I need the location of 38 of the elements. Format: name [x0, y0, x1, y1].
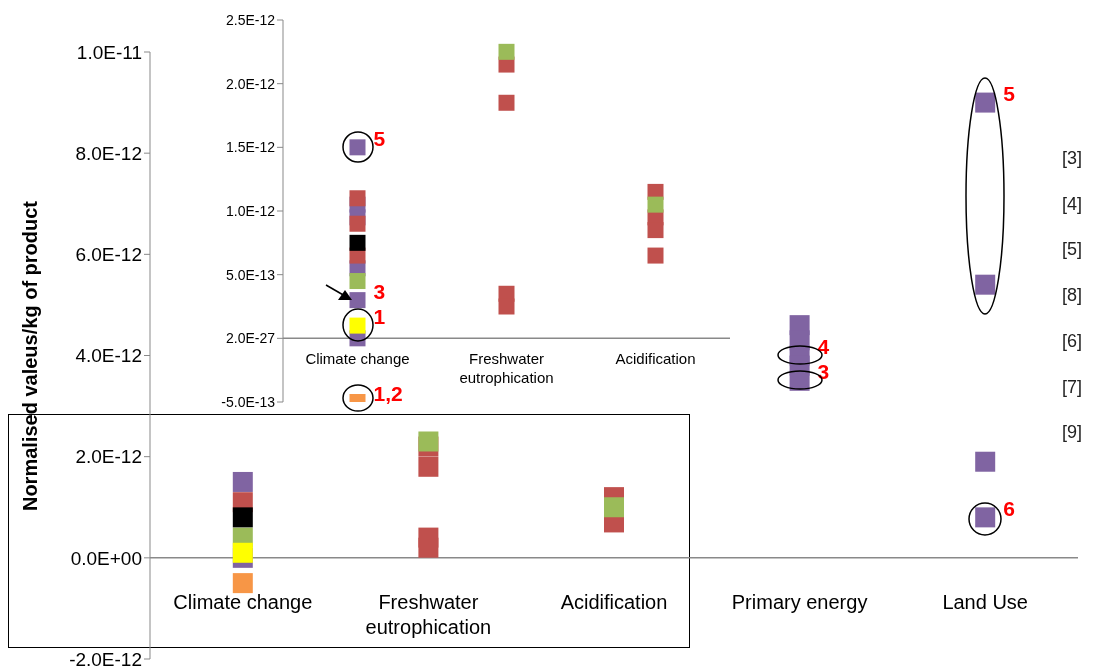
annotation: 3	[373, 279, 386, 303]
annotation: [9]	[1062, 422, 1083, 443]
y-tick-label: 1.0E-11	[76, 41, 142, 63]
annotation: 4	[817, 335, 830, 358]
y-tick-label: 1.5E-12	[225, 139, 276, 156]
x-tick-label: Freshwater eutrophication	[459, 350, 554, 386]
annotation: [8]	[1062, 285, 1083, 306]
y-tick-label: 2.5E-12	[225, 11, 276, 28]
annotation: 6	[1003, 497, 1015, 521]
annotation: 1	[373, 305, 386, 329]
y-tick-label: -5.0E-13	[221, 393, 276, 410]
y-tick-label: 4.0E-12	[75, 345, 142, 367]
x-tick-label: Climate change	[305, 350, 410, 368]
y-tick-label: 0.0E+00	[70, 547, 142, 569]
annotation: [6]	[1062, 330, 1083, 351]
y-axis-title: Normalised valeus/kg of product	[18, 200, 42, 512]
x-tick-label: Climate change	[173, 590, 313, 613]
y-tick-label: 8.0E-12	[75, 142, 142, 164]
annotation: [3]	[1062, 148, 1083, 168]
annotation: [7]	[1062, 376, 1083, 397]
x-tick-label: Primary energy	[731, 590, 868, 613]
y-tick-label: 2.0E-27	[225, 330, 276, 347]
y-tick-label: 6.0E-12	[75, 244, 142, 266]
annotation: 1,2	[373, 382, 403, 405]
annotation: [4]	[1062, 193, 1083, 214]
annotation: 3	[817, 360, 830, 384]
annotation: 5	[373, 126, 386, 150]
annotation: [5]	[1062, 239, 1083, 260]
x-tick-label: Acidification	[615, 350, 696, 368]
y-tick-label: -2.0E-12	[69, 648, 142, 670]
y-tick-label: 5.0E-13	[225, 266, 276, 283]
x-tick-label: Land Use	[942, 590, 1029, 613]
annotation: 5	[1003, 81, 1016, 105]
y-tick-label: 2.0E-12	[75, 446, 142, 468]
y-tick-label: 1.0E-12	[225, 202, 276, 219]
x-tick-label: Acidification	[560, 590, 668, 613]
y-tick-label: 2.0E-12	[225, 75, 276, 92]
x-tick-label: Freshwater eutrophication	[365, 590, 492, 638]
